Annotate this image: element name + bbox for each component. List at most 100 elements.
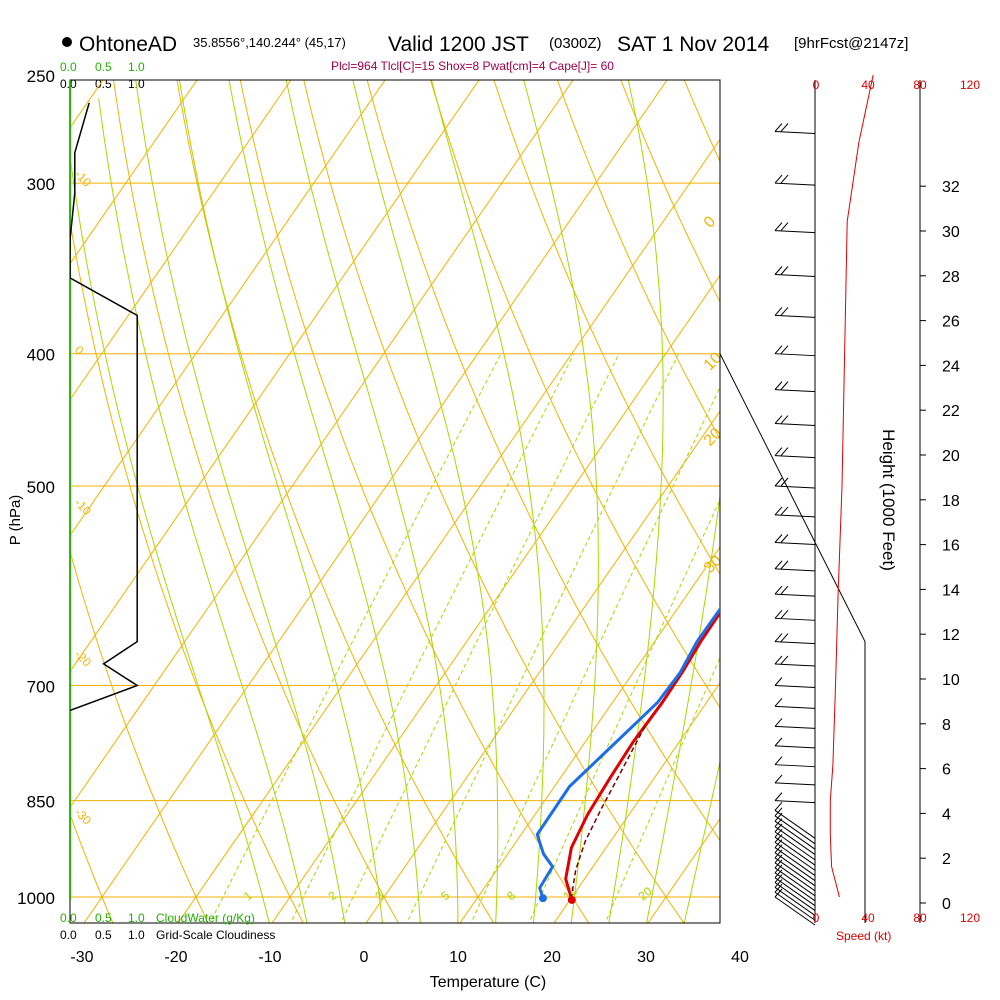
mixing-ratio-line (209, 353, 502, 923)
wind-barb-flag (774, 807, 783, 817)
mixing-ratio-line (604, 656, 720, 923)
plot-frame (69, 79, 721, 924)
cloudwater-top-tick: 1.0 (128, 60, 145, 74)
moist-adiabat-line (98, 98, 308, 923)
cloudwater-top-ticks: 0.0 0.5 1.0 (60, 60, 145, 74)
wind-barb (774, 887, 816, 916)
wind-barb (774, 852, 816, 882)
wind-barb (774, 745, 816, 749)
mixing-ratio-line (406, 353, 679, 923)
speed-top-tick: 40 (861, 78, 875, 92)
speed-bottom-tick: 0 (813, 911, 820, 925)
site-bullet-icon (62, 37, 72, 47)
speed-top-ticks: 0 40 80 120 (813, 78, 981, 92)
height-axis-label: Height (1000 Feet) (879, 429, 898, 571)
wind-barb (774, 455, 816, 459)
wind-barb-flag (780, 633, 789, 642)
wind-barb-flag (774, 801, 783, 811)
mixing-ratio-label: 8 (504, 888, 518, 903)
wind-barb-flag (780, 266, 789, 275)
mixing-ratio-line (290, 353, 575, 923)
wind-barb (774, 782, 816, 786)
height-tick-label: 30 (942, 224, 960, 241)
wind-barb (774, 314, 816, 318)
height-tick-label: 2 (942, 851, 951, 868)
wind-barb-flag (780, 655, 789, 665)
wind-panel-boundary (719, 353, 866, 923)
wind-barb-flag (774, 756, 783, 766)
speed-bottom-ticks: 0 40 80 120 (813, 911, 981, 925)
temperature-tick-label: 40 (731, 949, 749, 966)
cloudiness-bottom-tick: 0.5 (95, 928, 112, 942)
wind-barb (774, 389, 816, 393)
moist-adiabat-line (135, 80, 346, 923)
wind-barb (774, 862, 816, 892)
moist-adiabat-line (285, 80, 459, 923)
surface-temperature-dot (567, 895, 576, 904)
dry-adiabat-line (985, 51, 1000, 926)
height-tick-label: 12 (942, 627, 960, 644)
wind-barb (774, 663, 816, 667)
cloudiness-top-tick: 0.5 (95, 77, 112, 91)
wind-barb-flag (780, 560, 789, 570)
wind-barb-flag (780, 381, 789, 390)
dry-adiabat-line (430, 80, 720, 709)
wind-barb (774, 831, 816, 861)
wind-barb (774, 542, 816, 546)
mixing-ratio-label: 5 (438, 888, 452, 903)
wind-barb-flag (780, 585, 789, 595)
wind-barb (774, 274, 816, 278)
height-tick-label: 14 (942, 582, 960, 599)
indices-text: Plcl=964 Tlcl[C]=15 Shox=8 Pwat[cm]=4 Ca… (331, 59, 614, 73)
height-tick-label: 16 (942, 538, 960, 555)
wind-barb (774, 836, 816, 866)
wind-barb-flag (780, 477, 789, 487)
wind-barb-flag (780, 345, 789, 355)
wind-barb-flag (774, 869, 783, 879)
height-tick-label: 32 (942, 179, 960, 196)
isotherm-line (70, 80, 104, 129)
wind-barb-flag (774, 609, 783, 619)
wind-barb (774, 857, 816, 887)
utc-time: (0300Z) (549, 35, 602, 52)
wind-barb-flag (780, 307, 789, 316)
isotherm-line (177, 138, 720, 923)
temperature-tick-label: 30 (637, 949, 655, 966)
height-tick-label: 4 (942, 806, 951, 823)
wind-barb-flag (774, 718, 783, 727)
wind-barb-flag (780, 123, 789, 132)
isotherm-line (553, 682, 720, 923)
height-tick-label: 26 (942, 314, 960, 331)
moist-adiabat-line (523, 80, 599, 923)
cloudwater-legend: CloudWater (g/Kg) (156, 911, 255, 925)
valid-time: Valid 1200 JST (388, 33, 529, 56)
pressure-axis-label: P (hPa) (7, 495, 24, 546)
dry-adiabat-line (366, 80, 720, 842)
height-tick-label: 10 (942, 672, 960, 689)
dry-adiabat-line (176, 80, 495, 923)
temperature-line (564, 610, 720, 901)
wind-barb-flag (774, 447, 783, 456)
wind-barb (774, 705, 816, 709)
cloudiness-legend: Grid-Scale Cloudiness (156, 928, 275, 942)
dry-adiabat-line (70, 218, 304, 923)
mixing-ratio-line (528, 498, 720, 923)
wind-barb (774, 423, 816, 427)
pressure-tick-label: 500 (27, 478, 55, 497)
height-tick-label: 8 (942, 717, 951, 734)
wind-barb-flag (780, 447, 789, 456)
wind-barb (774, 891, 816, 921)
wind-barb (774, 593, 816, 597)
wind-barb (774, 826, 816, 855)
dry-adiabat-line (303, 80, 685, 923)
wind-barb-flag (774, 345, 783, 355)
dry-adiabat-line (70, 549, 209, 923)
isotherm-line (834, 51, 1000, 926)
wind-barb (774, 820, 816, 850)
cloudiness-bottom-tick: 0.0 (60, 928, 77, 942)
cloudwater-bottom-tick: 0.0 (60, 911, 77, 925)
wind-barb (774, 230, 816, 234)
